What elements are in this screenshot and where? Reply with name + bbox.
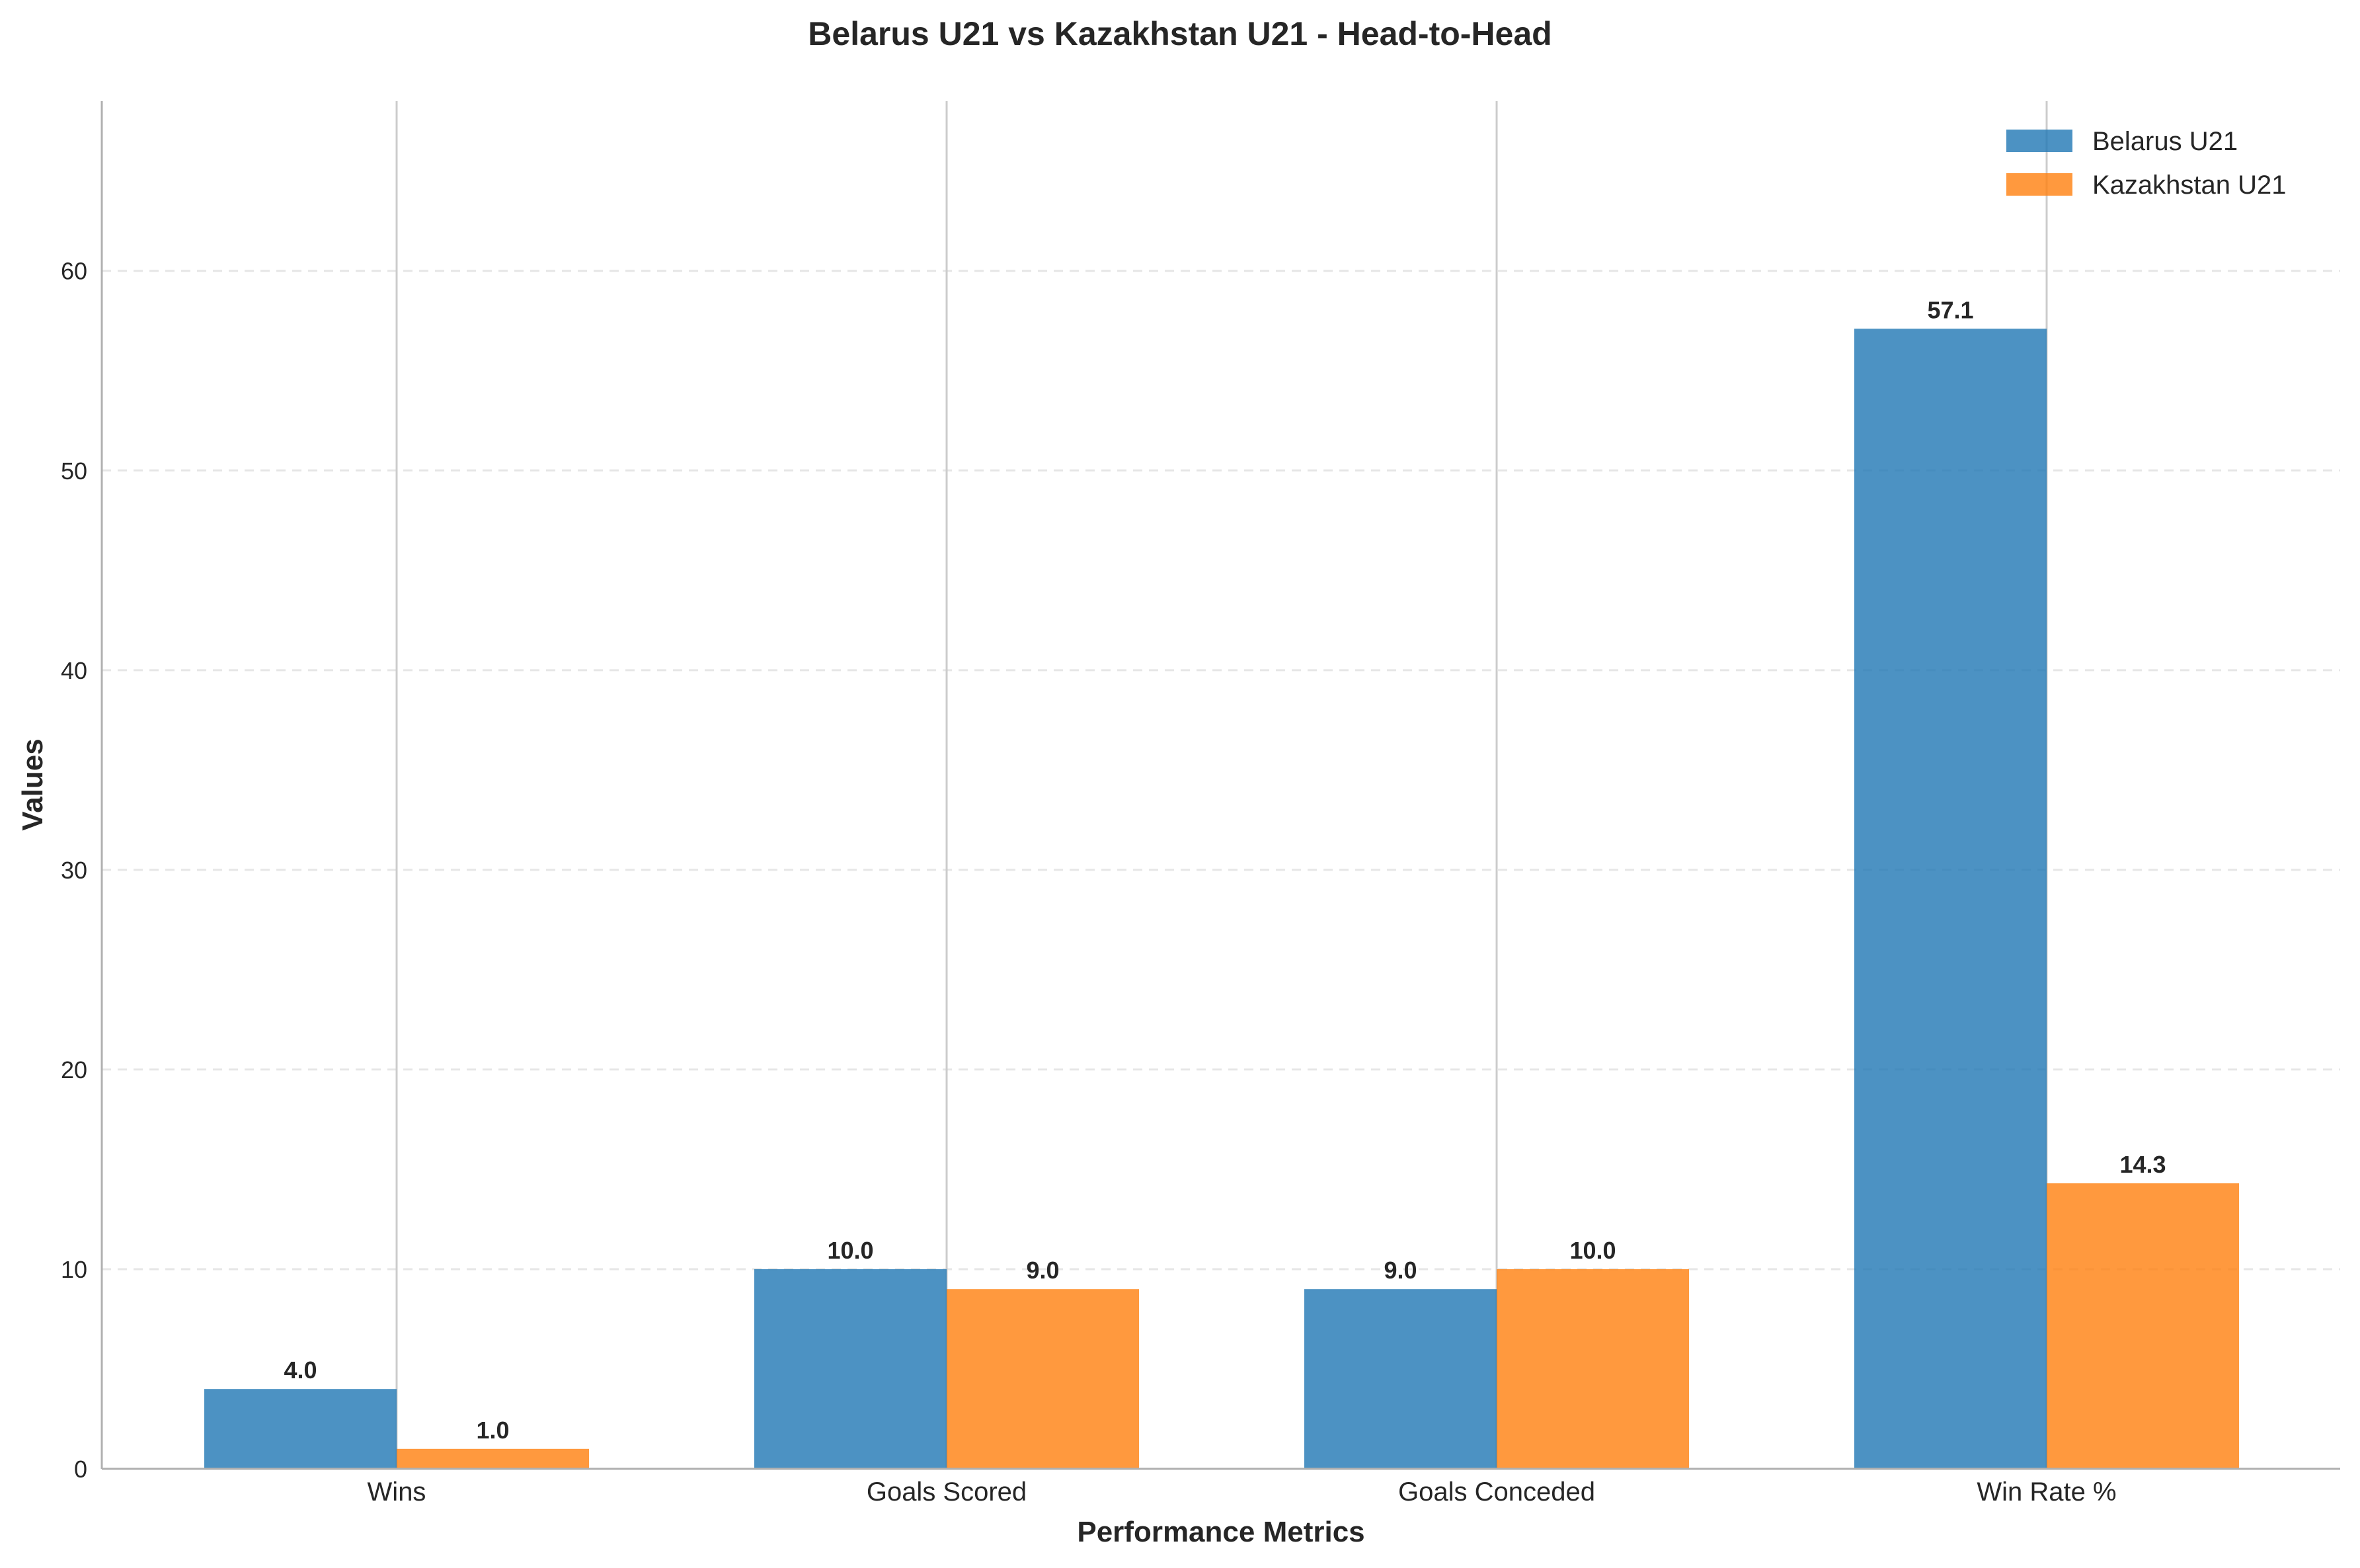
y-tick-label: 0 xyxy=(74,1456,87,1483)
bar-belarus-u21 xyxy=(754,1269,947,1469)
data-label-kazakhstan-u21: 10.0 xyxy=(1569,1237,1616,1264)
data-label-belarus-u21: 10.0 xyxy=(827,1237,873,1264)
legend-swatch-kazakhstan-u21 xyxy=(2006,173,2072,196)
data-label-kazakhstan-u21: 1.0 xyxy=(476,1417,509,1444)
legend-label-belarus-u21: Belarus U21 xyxy=(2092,127,2238,156)
bars xyxy=(204,329,2239,1469)
x-tick-label: Goals Conceded xyxy=(1398,1477,1595,1507)
x-tick-label: Goals Scored xyxy=(867,1477,1027,1507)
bar-belarus-u21 xyxy=(1854,329,2047,1469)
y-tick-label: 50 xyxy=(61,457,87,485)
y-axis-label: Values xyxy=(17,738,49,830)
bar-belarus-u21 xyxy=(204,1389,397,1469)
y-tick-label: 30 xyxy=(61,857,87,884)
legend: Belarus U21 Kazakhstan U21 xyxy=(2006,127,2287,200)
data-label-belarus-u21: 57.1 xyxy=(1927,296,1973,323)
bar-kazakhstan-u21 xyxy=(947,1289,1139,1469)
x-tick-labels: Wins Goals Scored Goals Conceded Win Rate % xyxy=(368,1477,2117,1507)
data-label-belarus-u21: 4.0 xyxy=(284,1356,317,1384)
y-tick-label: 20 xyxy=(61,1056,87,1083)
bar-kazakhstan-u21 xyxy=(2047,1183,2239,1469)
x-tick-label: Wins xyxy=(368,1477,426,1507)
legend-label-kazakhstan-u21: Kazakhstan U21 xyxy=(2092,171,2287,200)
bar-kazakhstan-u21 xyxy=(397,1448,589,1469)
data-label-kazakhstan-u21: 9.0 xyxy=(1026,1257,1059,1284)
data-label-kazakhstan-u21: 14.3 xyxy=(2119,1151,2166,1178)
y-tick-label: 40 xyxy=(61,657,87,684)
chart-title: Belarus U21 vs Kazakhstan U21 - Head-to-… xyxy=(808,15,1552,52)
legend-swatch-belarus-u21 xyxy=(2006,130,2072,152)
y-tick-label: 60 xyxy=(61,258,87,285)
bar-belarus-u21 xyxy=(1304,1289,1497,1469)
data-labels: 4.0 10.0 9.0 57.1 1.0 9.0 10.0 14.3 xyxy=(284,296,2166,1443)
bar-kazakhstan-u21 xyxy=(1497,1269,1689,1469)
data-label-belarus-u21: 9.0 xyxy=(1384,1257,1417,1284)
x-tick-label: Win Rate % xyxy=(1977,1477,2116,1507)
y-tick-label: 10 xyxy=(61,1256,87,1283)
y-tick-labels: 0 10 20 30 40 50 60 xyxy=(61,258,87,1483)
x-axis-label: Performance Metrics xyxy=(1077,1516,1364,1548)
